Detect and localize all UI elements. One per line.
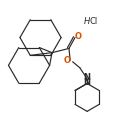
Text: N: N [84,73,91,82]
Text: N: N [84,78,91,87]
Text: O: O [75,32,82,41]
Text: H: H [83,17,90,26]
Text: Cl: Cl [90,17,98,26]
Text: O: O [63,56,70,65]
